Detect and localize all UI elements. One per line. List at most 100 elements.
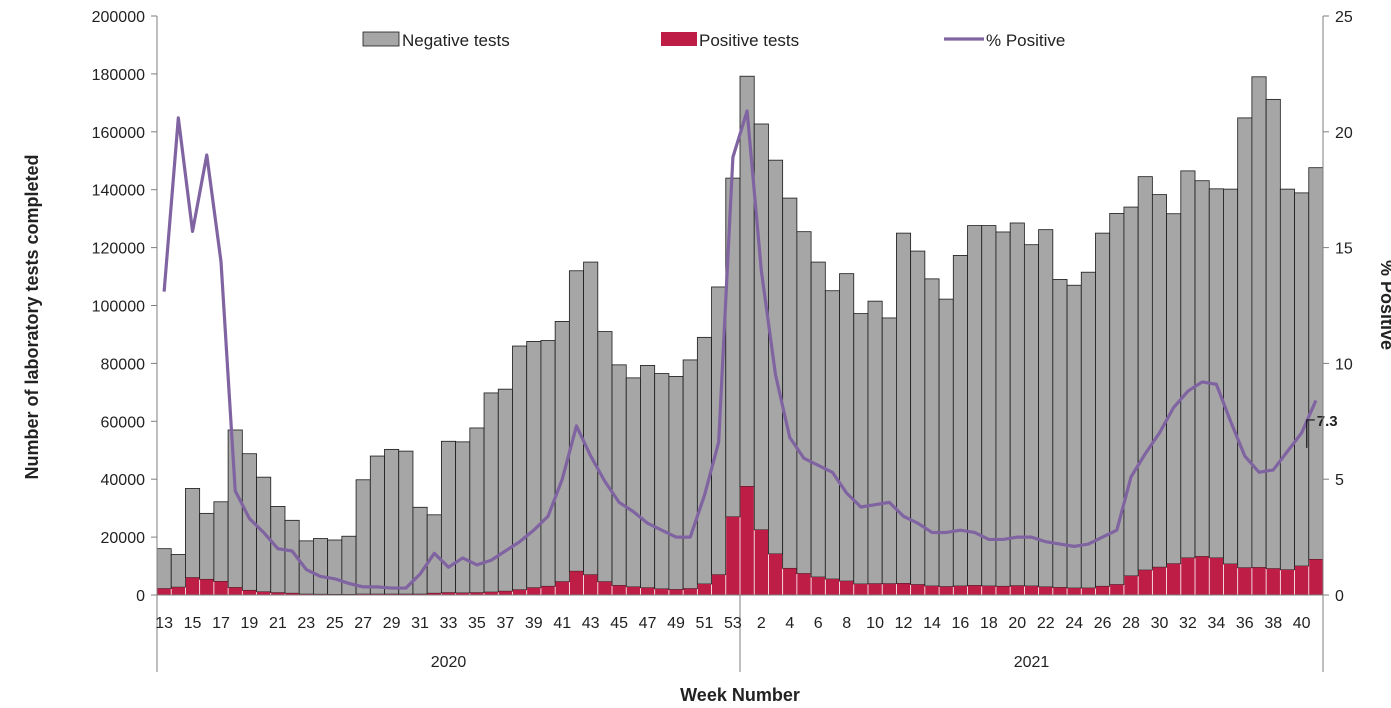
y2-axis-title: % Positive	[1377, 260, 1391, 350]
bar-positive-week-33-20	[441, 592, 456, 595]
bar-negative-week-33-73	[1194, 180, 1210, 557]
x-tick-label-2-42: 2	[757, 615, 766, 632]
x-tick-label-20-60: 20	[1008, 615, 1026, 632]
bar-negative-week-9-49	[853, 313, 869, 585]
y-tick-label-60000: 60000	[101, 414, 146, 431]
x-tick-label-4-44: 4	[785, 615, 794, 632]
bar-negative-week-6-46	[810, 261, 826, 578]
x-tick-label-33-20: 33	[440, 615, 458, 632]
bar-positive-week-24-64	[1067, 588, 1081, 595]
bar-negative-week-37-24	[497, 388, 513, 592]
bar-negative-week-1-41	[739, 75, 755, 487]
x-tick-label-45-32: 45	[610, 615, 628, 632]
bar-positive-week-15-2	[185, 577, 200, 595]
bar-negative-week-47-34	[640, 365, 656, 589]
bar-positive-week-20-60	[1010, 585, 1024, 595]
bar-negative-week-18-58	[981, 225, 997, 587]
bar-positive-week-35-75	[1223, 564, 1238, 595]
x-tick-label-39-26: 39	[525, 615, 543, 632]
bar-positive-week-10-50	[868, 583, 882, 595]
legend-layer: Negative tests Positive tests % Positive	[362, 31, 1065, 50]
bar-negative-week-34-21	[455, 441, 471, 594]
bar-negative-week-12-52	[896, 232, 912, 584]
bar-positive-week-5-45	[797, 573, 811, 595]
x-tick-label-49-36: 49	[667, 615, 685, 632]
bar-positive-week-41-81	[1309, 559, 1323, 595]
bar-negative-week-24-64	[1066, 284, 1082, 589]
bar-negative-week-17-4	[213, 501, 229, 582]
bar-positive-week-18-5	[228, 587, 242, 595]
y2-tick-label-25: 25	[1335, 9, 1353, 26]
bar-negative-week-14-54	[924, 278, 940, 587]
x-tick-label-38-78: 38	[1264, 615, 1282, 632]
line-layer: 7.3	[162, 109, 1338, 590]
x-tick-label-28-68: 28	[1122, 615, 1140, 632]
bar-negative-week-29-69	[1137, 176, 1153, 571]
bar-positive-week-19-6	[242, 590, 257, 595]
line-percent-positive	[162, 109, 1318, 590]
legend-label-percent: % Positive	[986, 31, 1065, 50]
bar-negative-week-40-80	[1294, 192, 1310, 567]
legend-label-positive: Positive tests	[699, 31, 799, 50]
y-tick-label-200000: 200000	[92, 9, 145, 26]
bar-positive-week-14-1	[171, 587, 186, 595]
x-tick-label-51-38: 51	[696, 615, 714, 632]
bar-negative-week-11-51	[881, 317, 897, 585]
ticks-layer: 0 20000 40000 60000 80000 100000 120000 140000 1…	[92, 9, 1353, 671]
x-tick-label-22-62: 22	[1037, 615, 1055, 632]
bar-positive-week-1-41	[740, 486, 754, 595]
bar-positive-week-12-52	[896, 583, 911, 595]
bar-negative-week-18-5	[227, 429, 243, 588]
bar-negative-week-35-75	[1223, 188, 1239, 565]
bar-negative-week-22-62	[1038, 229, 1054, 588]
bar-negative-week-41-28	[554, 321, 570, 583]
bar-negative-week-21-61	[1023, 244, 1040, 587]
bar-positive-week-22-62	[1039, 586, 1053, 595]
bar-positive-week-3-43	[768, 553, 783, 595]
bar-negative-week-30-70	[1151, 194, 1167, 568]
x-tick-label-41-28: 41	[553, 615, 571, 632]
year-label-2021: 2021	[1014, 654, 1050, 671]
bar-negative-week-49-36	[668, 376, 684, 590]
x-tick-label-13-0: 13	[155, 615, 173, 632]
bar-positive-week-48-35	[655, 588, 669, 595]
x-tick-label-47-34: 47	[639, 615, 657, 632]
x-tick-label-12-52: 12	[895, 615, 913, 632]
bar-positive-week-51-38	[697, 583, 712, 595]
bar-positive-week-13-53	[911, 584, 925, 595]
bar-negative-week-30-17	[398, 450, 414, 595]
bar-negative-week-4-44	[782, 197, 798, 569]
bar-positive-week-6-46	[811, 577, 825, 595]
bar-positive-week-35-22	[470, 592, 484, 595]
bar-negative-week-10-50	[867, 300, 883, 585]
bar-positive-week-47-34	[640, 587, 655, 595]
bar-negative-week-46-33	[625, 377, 641, 588]
bar-negative-week-8-48	[839, 273, 855, 582]
bar-negative-week-27-14	[355, 479, 371, 595]
legend-swatch-negative	[362, 31, 400, 47]
bar-positive-week-27-67	[1110, 584, 1124, 595]
x-axis-title: Week Number	[680, 685, 800, 705]
bar-positive-week-14-54	[925, 586, 939, 595]
bar-negative-week-25-12	[327, 539, 343, 595]
bar-negative-week-28-15	[369, 455, 385, 595]
legend-label-negative: Negative tests	[402, 31, 510, 50]
bar-negative-week-5-45	[796, 231, 812, 574]
bar-positive-week-40-80	[1294, 566, 1309, 595]
bar-positive-week-39-79	[1280, 569, 1295, 595]
bar-positive-week-22-9	[285, 593, 299, 595]
bar-negative-week-7-47	[824, 290, 840, 580]
bar-positive-week-46-33	[626, 586, 641, 595]
x-tick-label-35-22: 35	[468, 615, 486, 632]
bar-positive-week-25-65	[1081, 588, 1096, 595]
x-tick-label-17-4: 17	[212, 615, 230, 632]
x-tick-label-40-80: 40	[1293, 615, 1311, 632]
x-tick-label-34-74: 34	[1207, 615, 1225, 632]
y2-tick-label-15: 15	[1335, 241, 1353, 258]
y-tick-label-100000: 100000	[92, 299, 145, 316]
bar-positive-week-36-76	[1238, 567, 1252, 595]
bar-negative-week-23-63	[1052, 279, 1068, 588]
legend-swatch-positive	[661, 32, 697, 46]
annotation-label: 7.3	[1317, 413, 1338, 430]
